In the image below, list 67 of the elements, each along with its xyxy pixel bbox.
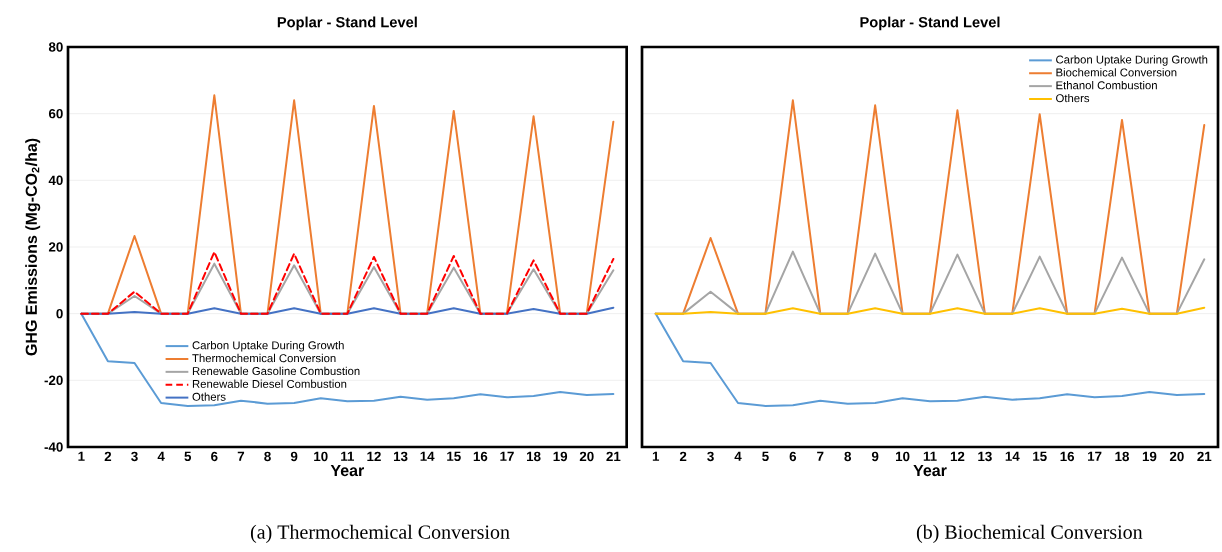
x-tick-label: 3 <box>131 451 138 462</box>
x-tick-label: 16 <box>1060 451 1075 462</box>
text: (b) Biochemical Conversion <box>916 524 1143 543</box>
x-tick-label: 1 <box>78 451 85 461</box>
x-tick-label: 18 <box>526 451 541 462</box>
legend-label: Biochemical Conversion <box>1056 68 1177 77</box>
x-tick-label: 10 <box>895 451 910 462</box>
x-tick-label: 7 <box>817 451 824 461</box>
x-tick-label: 20 <box>1169 451 1184 462</box>
y-tick-label: 0 <box>56 308 63 319</box>
legend-label: Others <box>192 392 226 401</box>
chart-title: Poplar - Stand Level <box>860 16 1000 31</box>
x-tick-label: 18 <box>1115 451 1129 462</box>
x-axis-title: Year <box>330 464 364 477</box>
x-tick-label: 15 <box>1033 451 1047 461</box>
x-tick-label: 21 <box>606 451 621 462</box>
legend-label: Others <box>1056 93 1090 103</box>
legend-label: Thermochemical Conversion <box>192 353 336 363</box>
x-tick-label: 4 <box>157 451 165 461</box>
y-tick-label: -40 <box>44 442 63 452</box>
chart-title: Poplar - Stand Level <box>277 16 417 31</box>
x-tick-label: 13 <box>978 451 992 462</box>
x-tick-label: 21 <box>1197 451 1212 462</box>
x-tick-label: 10 <box>314 451 328 462</box>
y-axis-title: GHG Emissions (Mg-CO$_{2}$/ha) <box>25 138 41 356</box>
x-tick-label: 7 <box>237 451 245 461</box>
x-tick-label: 14 <box>420 451 435 461</box>
x-tick-label: 6 <box>789 451 797 462</box>
legend-label: Renewable Diesel Combustion <box>192 379 347 388</box>
legend-label: Carbon Uptake During Growth <box>1056 55 1208 66</box>
x-tick-label: 8 <box>844 451 852 462</box>
x-tick-label: 12 <box>367 451 381 462</box>
x-tick-label: 5 <box>762 451 769 461</box>
x-tick-label: 19 <box>1142 451 1157 462</box>
x-tick-label: 11 <box>341 451 355 461</box>
x-tick-label: 5 <box>184 451 192 461</box>
x-tick-label: 14 <box>1005 451 1020 461</box>
x-tick-label: 8 <box>264 451 271 462</box>
x-tick-label: 9 <box>290 451 298 462</box>
legend-label: Ethanol Combustion <box>1056 81 1157 90</box>
x-tick-label: 11 <box>923 451 937 461</box>
x-tick-label: 17 <box>500 451 514 461</box>
y-tick-label: 80 <box>48 42 63 52</box>
y-tick-label: 40 <box>48 175 63 186</box>
y-tick-label: -20 <box>44 375 63 386</box>
x-tick-label: 19 <box>553 451 568 462</box>
x-tick-label: 2 <box>679 451 687 462</box>
x-tick-label: 15 <box>447 451 461 461</box>
x-axis-title: Year <box>913 464 947 477</box>
legend-label: Renewable Gasoline Combustion <box>192 366 360 376</box>
x-tick-label: 13 <box>393 451 408 462</box>
legend-label: Carbon Uptake During Growth <box>192 340 344 352</box>
x-tick-label: 6 <box>211 451 218 462</box>
x-tick-label: 4 <box>734 451 742 461</box>
x-tick-label: 9 <box>871 451 879 462</box>
x-tick-label: 16 <box>473 451 488 462</box>
x-tick-label: 3 <box>707 451 714 462</box>
x-tick-label: 1 <box>652 451 660 461</box>
y-tick-label: 60 <box>48 108 63 119</box>
x-tick-label: 2 <box>104 451 112 462</box>
y-tick-label: 20 <box>48 242 63 252</box>
x-tick-label: 12 <box>950 451 965 462</box>
line-series <box>80 250 615 315</box>
text: (a) Thermochemical Conversion <box>250 524 510 543</box>
x-tick-label: 20 <box>579 451 594 462</box>
line-series <box>80 312 615 407</box>
x-tick-label: 17 <box>1087 451 1102 461</box>
